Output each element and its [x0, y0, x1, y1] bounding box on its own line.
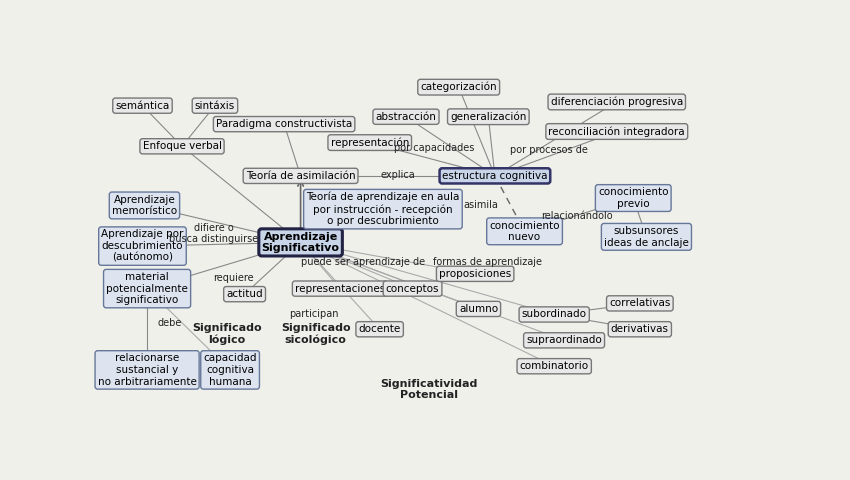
- Text: semántica: semántica: [116, 101, 170, 111]
- Text: difiere o
busca distinguirse: difiere o busca distinguirse: [169, 223, 258, 244]
- Text: asimila: asimila: [463, 201, 498, 210]
- Text: categorización: categorización: [421, 82, 497, 93]
- Text: Teoría de aprendizaje en aula
por instrucción - recepción
o por descubrimiento: Teoría de aprendizaje en aula por instru…: [306, 192, 460, 226]
- Text: Significado
sicológico: Significado sicológico: [280, 323, 350, 345]
- Text: explica: explica: [381, 170, 416, 180]
- Text: alumno: alumno: [459, 304, 498, 314]
- Text: docente: docente: [359, 324, 400, 334]
- Text: Enfoque verbal: Enfoque verbal: [143, 141, 222, 151]
- Text: debe: debe: [158, 318, 183, 328]
- Text: sintáxis: sintáxis: [195, 101, 235, 111]
- Text: representación: representación: [331, 137, 409, 148]
- Text: proposiciones: proposiciones: [439, 269, 512, 279]
- Text: reconciliación integradora: reconciliación integradora: [548, 126, 685, 137]
- Text: estructura cognitiva: estructura cognitiva: [442, 171, 547, 181]
- Text: material
potencialmente
significativo: material potencialmente significativo: [106, 272, 188, 305]
- Text: por capacidades: por capacidades: [394, 143, 474, 153]
- Text: Aprendizaje
memorístico: Aprendizaje memorístico: [112, 195, 177, 216]
- Text: supraordinado: supraordinado: [526, 336, 602, 345]
- Text: puede ser aprendizaje de: puede ser aprendizaje de: [301, 257, 425, 267]
- Text: Aprendizaje por
descubrimiento
(autónomo): Aprendizaje por descubrimiento (autónomo…: [101, 229, 184, 263]
- Text: relacionándolo: relacionándolo: [541, 211, 612, 221]
- Text: generalización: generalización: [450, 111, 526, 122]
- Text: relacionarse
sustancial y
no arbitrariamente: relacionarse sustancial y no arbitrariam…: [98, 353, 196, 386]
- Text: Paradigma constructivista: Paradigma constructivista: [216, 119, 352, 129]
- Text: capacidad
cognitiva
humana: capacidad cognitiva humana: [203, 353, 257, 386]
- Text: subsunsores
ideas de anclaje: subsunsores ideas de anclaje: [604, 226, 689, 248]
- Text: Aprendizaje
Significativo: Aprendizaje Significativo: [262, 232, 340, 253]
- Text: actitud: actitud: [226, 289, 263, 299]
- Text: subordinado: subordinado: [522, 310, 586, 320]
- Text: representaciones: representaciones: [295, 284, 385, 294]
- Text: participan: participan: [289, 310, 338, 320]
- Text: correlativas: correlativas: [609, 299, 671, 308]
- Text: derivativas: derivativas: [611, 324, 669, 334]
- Text: por procesos de: por procesos de: [510, 145, 588, 155]
- Text: combinatorio: combinatorio: [519, 361, 589, 371]
- Text: conocimiento
previo: conocimiento previo: [598, 187, 668, 209]
- Text: requiere: requiere: [213, 273, 253, 283]
- Text: conocimiento
nuevo: conocimiento nuevo: [490, 220, 560, 242]
- Text: diferenciación progresiva: diferenciación progresiva: [551, 96, 683, 107]
- Text: conceptos: conceptos: [386, 284, 439, 294]
- Text: Significatividad
Potencial: Significatividad Potencial: [380, 379, 478, 400]
- Text: formas de aprendizaje: formas de aprendizaje: [433, 257, 541, 267]
- Text: Significado
lógico: Significado lógico: [192, 323, 262, 345]
- Text: Teoría de asimilación: Teoría de asimilación: [246, 171, 355, 181]
- Text: abstracción: abstracción: [376, 112, 436, 122]
